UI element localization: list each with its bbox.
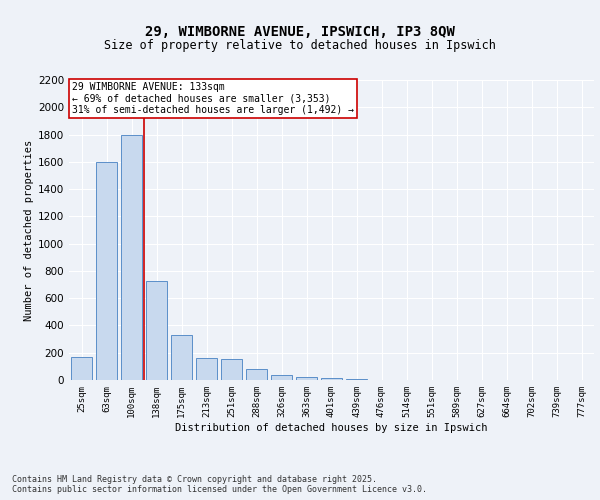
Text: Contains HM Land Registry data © Crown copyright and database right 2025.: Contains HM Land Registry data © Crown c… [12,474,377,484]
Bar [121,134,142,380]
Bar [171,335,192,380]
Bar [271,374,292,380]
Bar [221,359,242,380]
Text: Size of property relative to detached houses in Ipswich: Size of property relative to detached ho… [104,38,496,52]
Bar [96,162,117,380]
Bar [196,358,217,380]
Bar [146,281,167,380]
Text: 29, WIMBORNE AVENUE, IPSWICH, IP3 8QW: 29, WIMBORNE AVENUE, IPSWICH, IP3 8QW [145,26,455,40]
Text: Contains public sector information licensed under the Open Government Licence v3: Contains public sector information licen… [12,484,427,494]
Bar [71,357,92,380]
Text: 29 WIMBORNE AVENUE: 133sqm
← 69% of detached houses are smaller (3,353)
31% of s: 29 WIMBORNE AVENUE: 133sqm ← 69% of deta… [71,82,353,114]
Bar [321,378,342,380]
Bar [296,376,317,380]
X-axis label: Distribution of detached houses by size in Ipswich: Distribution of detached houses by size … [175,422,488,432]
Y-axis label: Number of detached properties: Number of detached properties [24,140,34,320]
Bar [246,369,267,380]
